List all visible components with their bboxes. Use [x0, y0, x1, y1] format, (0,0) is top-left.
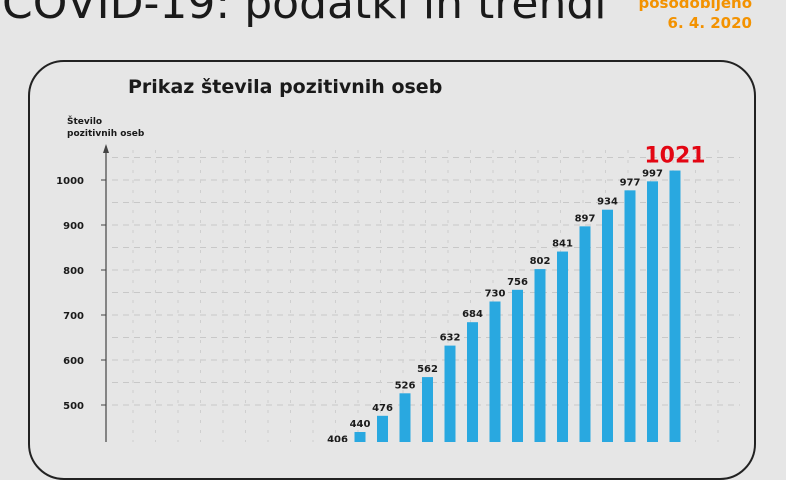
bar	[444, 345, 456, 442]
bar	[489, 301, 501, 442]
bar	[399, 393, 411, 442]
bar-value-label: 684	[462, 309, 483, 320]
bar	[467, 322, 478, 442]
bar-value-label: 1021	[644, 144, 705, 169]
bar	[602, 209, 613, 442]
y-tick-label: 700	[63, 311, 84, 322]
bar	[512, 289, 523, 442]
bar	[557, 251, 568, 442]
bar	[647, 181, 658, 442]
y-tick-label: 600	[63, 356, 84, 367]
bar-value-label: 440	[350, 419, 371, 430]
bar	[354, 432, 366, 442]
page-title: COVID-19: podatki in trendi	[2, 0, 607, 29]
bar-value-label: 756	[507, 277, 528, 288]
bar-value-label: 934	[597, 197, 618, 208]
bar-value-label: 632	[440, 333, 461, 344]
bar	[377, 415, 388, 442]
y-axis-arrow	[103, 144, 109, 153]
bar-value-label: 406	[327, 434, 348, 442]
bar-value-label: 841	[552, 239, 573, 250]
bar	[534, 269, 546, 442]
y-axis-label: pozitivnih oseb	[67, 129, 145, 139]
bar-value-label: 730	[485, 289, 506, 300]
updated-date: 6. 4. 2020	[667, 14, 752, 32]
bar-value-label: 562	[417, 364, 438, 375]
bar-value-label: 476	[372, 403, 393, 414]
y-tick-label: 1000	[56, 176, 84, 187]
y-axis-label: Število	[67, 115, 102, 127]
bar-chart: Prikaz števila pozitivnih oseb Število poz…	[56, 76, 740, 442]
bar-value-label: 897	[575, 213, 596, 224]
y-tick-label: 800	[63, 266, 84, 277]
chart-title: Prikaz števila pozitivnih oseb	[128, 76, 442, 98]
y-tick-label: 900	[63, 221, 84, 232]
bar	[669, 170, 681, 442]
bar-value-label: 997	[642, 168, 663, 179]
bar	[422, 377, 433, 442]
updated-label: posodobljeno	[638, 0, 753, 12]
bar-value-label: 802	[530, 256, 551, 267]
bar-value-label: 526	[395, 380, 416, 391]
bar	[579, 226, 591, 442]
bar	[624, 190, 636, 442]
y-tick-label: 500	[63, 401, 84, 412]
bar-value-label: 977	[620, 177, 641, 188]
